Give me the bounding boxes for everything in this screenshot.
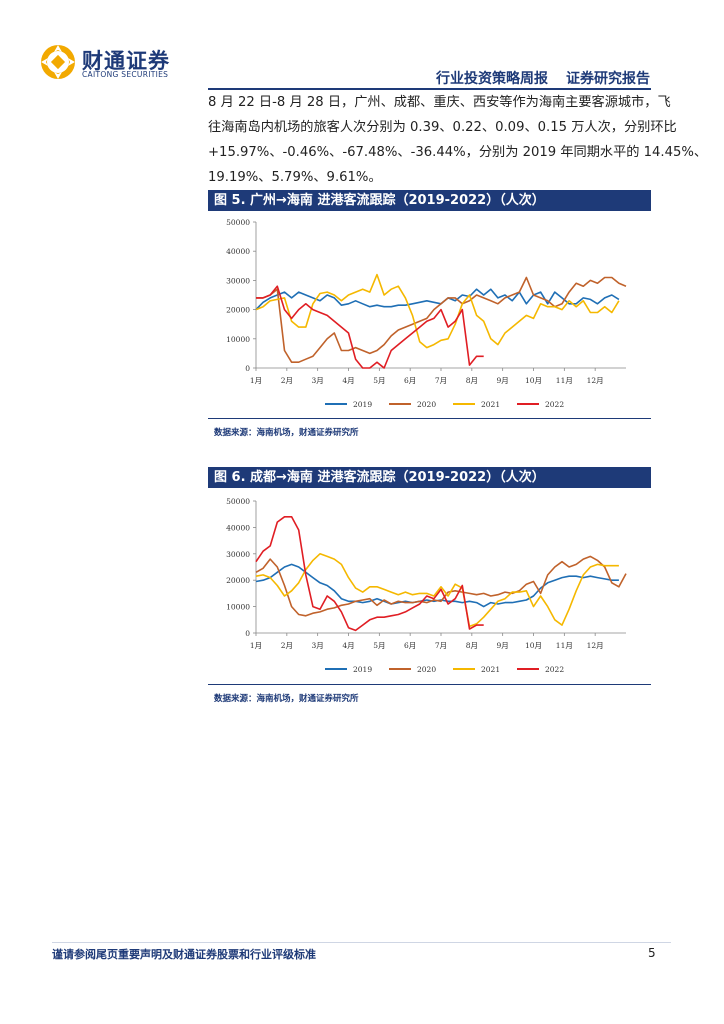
report-type-label: 行业投资策略周报 (436, 71, 548, 87)
footer-rule (52, 942, 671, 943)
x-tick-label: 11月 (556, 376, 573, 385)
x-tick-label: 4月 (342, 376, 354, 385)
y-tick-label: 0 (245, 629, 250, 638)
series-line-2020 (256, 276, 627, 363)
x-tick-label: 1月 (250, 641, 262, 650)
y-tick-label: 40000 (226, 247, 250, 256)
page-number: 5 (648, 946, 656, 960)
x-tick-label: 2月 (281, 641, 293, 650)
figure-6-chart: 0 10000 20000 30000 40000 50000 1月 2月 3月 4月 5月 6月 7月… (208, 488, 651, 682)
x-tick-label: 2月 (281, 376, 293, 385)
x-tick-label: 6月 (404, 376, 416, 385)
figure-6-rule (208, 684, 651, 685)
y-tick-label: 10000 (226, 603, 250, 612)
figure-5-source: 数据来源：海南机场，财通证券研究所 (214, 428, 359, 438)
series-line-2021 (255, 553, 619, 628)
report-type: 行业投资策略周报 证券研究报告 (436, 68, 650, 88)
x-tick-label: 7月 (435, 641, 447, 650)
body-line-4: 19.19%、5.79%、9.61%。 (208, 170, 382, 185)
x-tick-label: 10月 (525, 641, 542, 650)
x-tick-label: 3月 (312, 641, 324, 650)
series-line-2020 (255, 555, 627, 617)
body-line-3: +15.97%、-0.46%、-67.48%、-36.44%，分别为 2019 … (208, 145, 708, 160)
x-tick-label: 11月 (556, 641, 573, 650)
chart-chengdu-hainan: 0 10000 20000 30000 40000 50000 1月 2月 3月 4月 5月 6月 7月… (226, 497, 627, 674)
legend-label-2022: 2022 (545, 665, 564, 674)
series-line-2022 (256, 285, 484, 369)
x-tick-label: 3月 (312, 376, 324, 385)
logo-mark-icon (41, 45, 75, 79)
legend-label-2020: 2020 (417, 665, 436, 674)
x-tick-label: 7月 (435, 376, 447, 385)
y-tick-label: 0 (245, 364, 250, 373)
legend-label-2019: 2019 (353, 400, 372, 409)
y-tick-label: 30000 (226, 276, 250, 285)
y-tick-label: 50000 (226, 497, 250, 506)
x-tick-label: 4月 (342, 641, 354, 650)
legend-label-2021: 2021 (481, 665, 500, 674)
figure-5-rule (208, 418, 651, 419)
x-tick-label: 1月 (250, 376, 262, 385)
report-category-label: 证券研究报告 (566, 71, 650, 87)
body-line-2: 往海南岛内机场的旅客人次分别为 0.39、0.22、0.09、0.15 万人次，… (208, 120, 677, 135)
y-tick-label: 40000 (226, 523, 250, 532)
y-tick-label: 50000 (226, 218, 250, 227)
figure-5-chart: 0 10000 20000 30000 40000 50000 1月 2月 3月 4月 5月 6月 7月… (208, 211, 651, 416)
x-tick-label: 9月 (497, 641, 509, 650)
body-line-1: 8 月 22 日-8 月 28 日，广州、成都、重庆、西安等作为海南主要客源城市… (208, 95, 671, 110)
x-tick-label: 5月 (373, 641, 385, 650)
series-line-2022 (255, 515, 484, 632)
x-tick-label: 8月 (466, 641, 478, 650)
x-tick-label: 8月 (466, 376, 478, 385)
legend-label-2022: 2022 (545, 400, 564, 409)
figure-6-source: 数据来源：海南机场，财通证券研究所 (214, 694, 359, 704)
legend-label-2020: 2020 (417, 400, 436, 409)
x-tick-label: 6月 (404, 641, 416, 650)
x-tick-label: 10月 (525, 376, 542, 385)
chart-guangzhou-hainan: 0 10000 20000 30000 40000 50000 1月 2月 3月 4月 5月 6月 7月… (226, 218, 627, 409)
y-tick-label: 20000 (226, 576, 250, 585)
legend-label-2019: 2019 (353, 665, 372, 674)
x-tick-label: 5月 (373, 376, 385, 385)
footer-disclaimer: 谨请参阅尾页重要声明及财通证券股票和行业评级标准 (52, 948, 316, 961)
x-tick-label: 12月 (587, 641, 604, 650)
legend-label-2021: 2021 (481, 400, 500, 409)
logo-subtitle: CAITONG SECURITIES (82, 70, 169, 79)
series-line-2021 (255, 273, 620, 349)
company-logo (40, 44, 76, 80)
figure-5-caption: 图 5. 广州→海南 进港客流跟踪（2019-2022）（人次） (208, 190, 651, 211)
logo-name: 财通证券 (82, 48, 170, 73)
header-rule (208, 88, 651, 90)
x-tick-label: 12月 (587, 376, 604, 385)
y-tick-label: 30000 (226, 550, 250, 559)
figure-6-caption: 图 6. 成都→海南 进港客流跟踪（2019-2022）（人次） (208, 467, 651, 488)
y-tick-label: 20000 (226, 306, 250, 315)
y-tick-label: 10000 (226, 335, 250, 344)
x-tick-label: 9月 (497, 376, 509, 385)
